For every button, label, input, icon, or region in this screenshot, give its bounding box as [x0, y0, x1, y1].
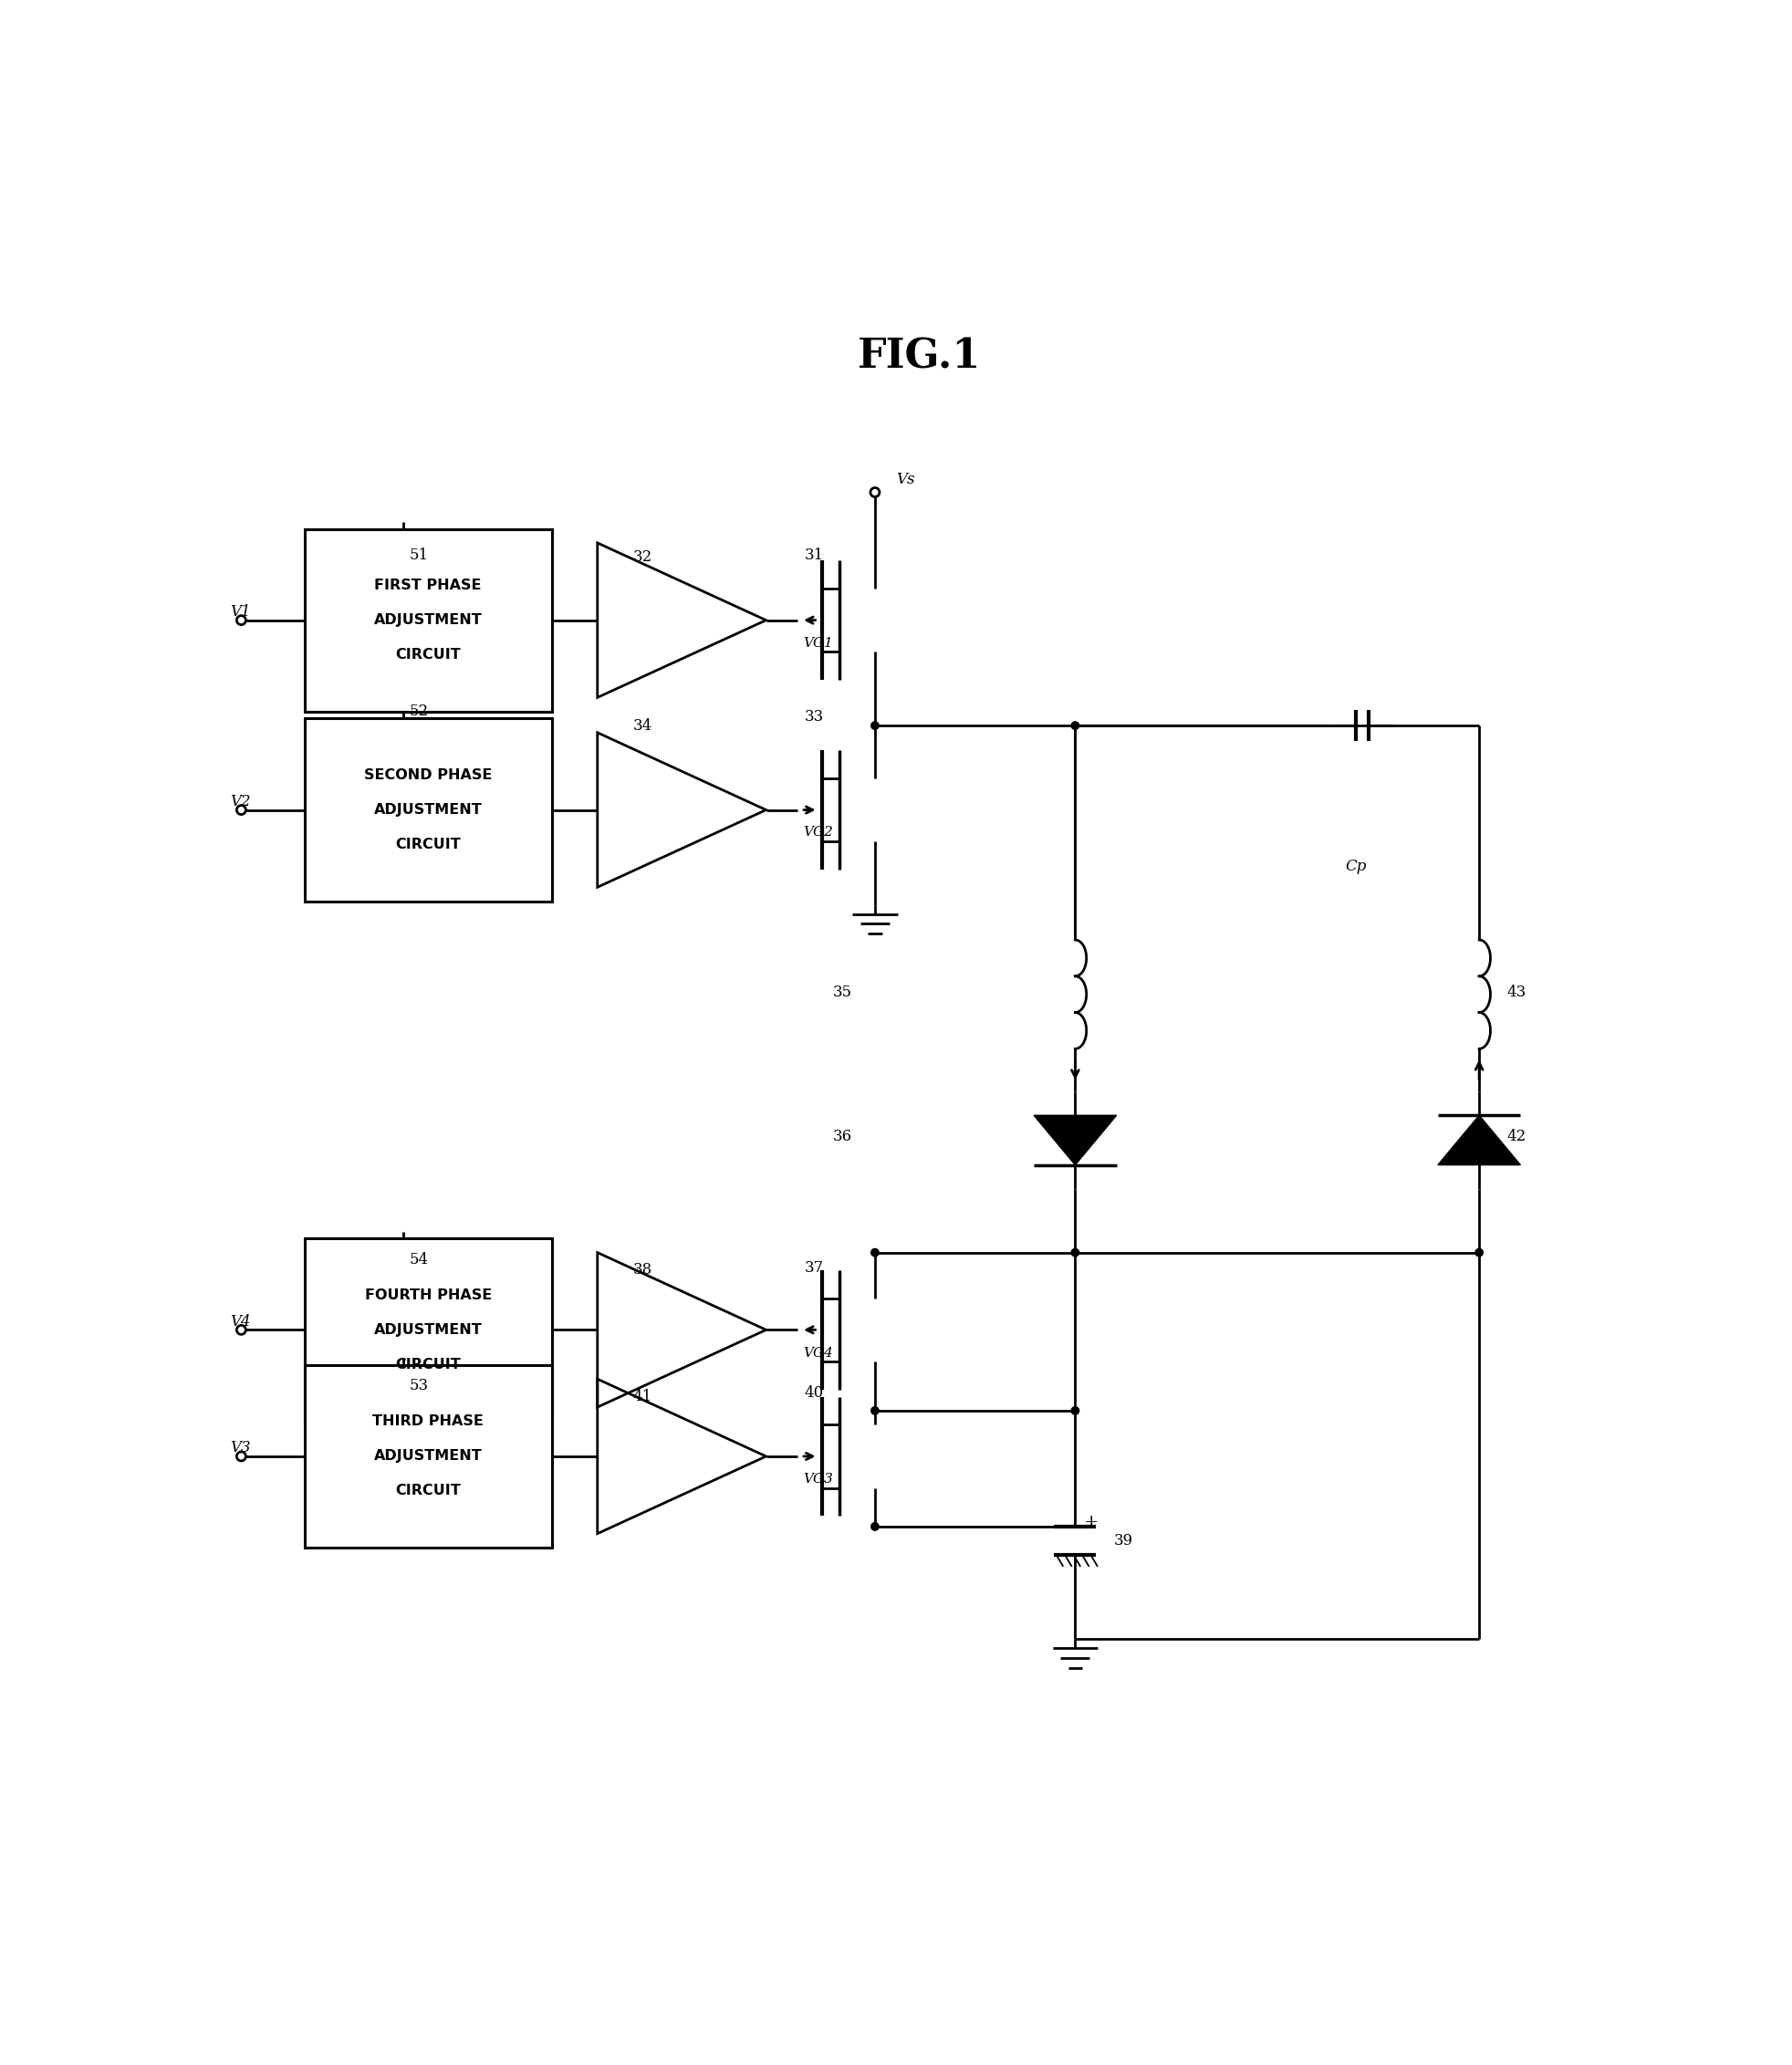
- Circle shape: [237, 805, 246, 814]
- Text: V3: V3: [229, 1439, 251, 1456]
- Bar: [305, 719, 552, 900]
- Circle shape: [871, 723, 878, 729]
- Text: 33: 33: [805, 710, 824, 725]
- Text: VG2: VG2: [803, 826, 833, 838]
- Text: ADJUSTMENT: ADJUSTMENT: [375, 613, 482, 628]
- Circle shape: [1072, 1406, 1079, 1415]
- Text: V1: V1: [229, 603, 251, 620]
- Text: Cp: Cp: [1346, 859, 1366, 873]
- Text: 42: 42: [1507, 1130, 1525, 1144]
- Text: 52: 52: [409, 704, 428, 719]
- Text: VG3: VG3: [803, 1472, 833, 1485]
- Text: 36: 36: [833, 1130, 851, 1144]
- Bar: [305, 529, 552, 712]
- Text: ADJUSTMENT: ADJUSTMENT: [375, 803, 482, 818]
- Text: 41: 41: [633, 1390, 652, 1404]
- Text: ADJUSTMENT: ADJUSTMENT: [375, 1324, 482, 1336]
- Text: VG1: VG1: [803, 636, 833, 650]
- Bar: [305, 1365, 552, 1547]
- Text: 32: 32: [633, 549, 652, 564]
- Text: CIRCUIT: CIRCUIT: [396, 838, 461, 851]
- Polygon shape: [1437, 1115, 1520, 1165]
- Text: V2: V2: [229, 793, 251, 809]
- Text: 31: 31: [805, 547, 824, 564]
- Circle shape: [1475, 1249, 1482, 1256]
- Text: CIRCUIT: CIRCUIT: [396, 1485, 461, 1497]
- Circle shape: [1072, 1249, 1079, 1256]
- Circle shape: [237, 1452, 246, 1460]
- Text: 40: 40: [805, 1386, 824, 1400]
- Circle shape: [871, 1406, 878, 1415]
- Text: FIG.1: FIG.1: [857, 337, 980, 376]
- Text: VG4: VG4: [803, 1346, 833, 1359]
- Circle shape: [237, 1326, 246, 1334]
- Circle shape: [869, 487, 880, 498]
- Text: CIRCUIT: CIRCUIT: [396, 1357, 461, 1371]
- Text: THIRD PHASE: THIRD PHASE: [373, 1415, 484, 1429]
- Text: V4: V4: [229, 1313, 251, 1330]
- Text: 38: 38: [633, 1262, 652, 1278]
- Circle shape: [871, 1522, 878, 1530]
- Text: ADJUSTMENT: ADJUSTMENT: [375, 1450, 482, 1464]
- Text: 34: 34: [633, 719, 652, 733]
- Circle shape: [871, 1249, 878, 1256]
- Circle shape: [237, 615, 246, 626]
- Text: +: +: [1082, 1514, 1098, 1530]
- Text: 53: 53: [409, 1377, 428, 1394]
- Text: CIRCUIT: CIRCUIT: [396, 648, 461, 661]
- Text: FOURTH PHASE: FOURTH PHASE: [364, 1289, 491, 1303]
- Text: 39: 39: [1113, 1532, 1133, 1549]
- Text: 35: 35: [833, 985, 851, 999]
- Text: Vs: Vs: [896, 473, 914, 487]
- Text: 51: 51: [409, 547, 428, 564]
- Text: FIRST PHASE: FIRST PHASE: [375, 578, 482, 593]
- Bar: [305, 1239, 552, 1421]
- Text: 37: 37: [805, 1260, 824, 1276]
- Text: 43: 43: [1507, 985, 1525, 999]
- Polygon shape: [1034, 1115, 1116, 1165]
- Circle shape: [1072, 723, 1079, 729]
- Text: 54: 54: [409, 1251, 428, 1268]
- Text: SECOND PHASE: SECOND PHASE: [364, 768, 493, 783]
